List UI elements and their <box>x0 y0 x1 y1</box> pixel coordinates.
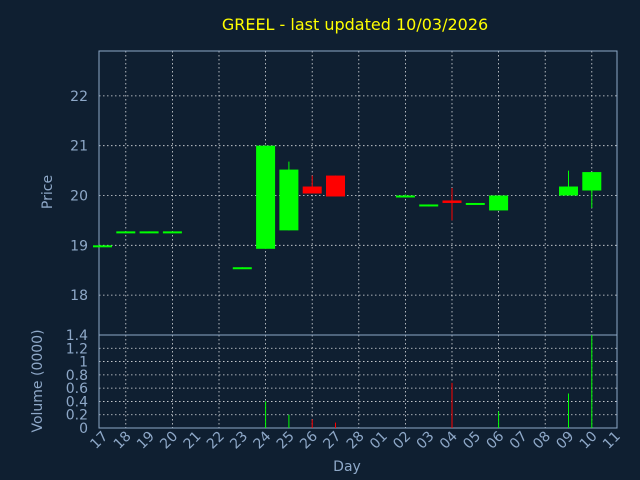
x-tick-label: 17 <box>87 429 111 453</box>
candle-body <box>139 231 159 234</box>
x-tick-label: 27 <box>320 429 344 453</box>
volume-tick-label: 0.4 <box>66 394 88 410</box>
price-tick-label: 22 <box>70 89 88 105</box>
x-tick-label: 07 <box>507 429 531 453</box>
candle-body <box>442 200 462 203</box>
price-frame <box>98 50 618 336</box>
x-tick-label: 26 <box>297 428 321 452</box>
price-tick-label: 18 <box>70 288 88 304</box>
volume-tick-label: 1 <box>79 355 88 371</box>
volume-tick-label: 1.2 <box>66 341 88 357</box>
x-tick-label: 18 <box>111 429 135 453</box>
x-tick-label: 10 <box>577 429 601 453</box>
x-tick-label: 05 <box>460 429 484 453</box>
chart-title: GREEL - last updated 10/03/2026 <box>222 15 488 34</box>
volume-frame <box>98 334 618 429</box>
volume-tick-label: 0 <box>79 421 88 437</box>
x-tick-label: 22 <box>204 429 228 453</box>
candle-body <box>256 145 276 249</box>
volume-tick-label: 0.8 <box>66 368 88 384</box>
volume-tick-label: 1.4 <box>66 328 88 344</box>
volume-axis-label: Volume (0000) <box>30 329 46 432</box>
price-tick-label: 19 <box>70 238 88 254</box>
candle-body <box>232 267 252 270</box>
x-tick-label: 28 <box>344 429 368 453</box>
x-tick-label: 20 <box>157 429 181 453</box>
price-tick-label: 20 <box>70 188 88 204</box>
candle-body <box>395 195 415 198</box>
candle-body <box>93 245 112 248</box>
x-tick-label: 04 <box>437 428 461 452</box>
candle-body <box>419 204 439 207</box>
x-tick-label: 03 <box>414 429 438 453</box>
x-tick-label: 06 <box>484 428 508 452</box>
x-tick-label: 19 <box>134 429 158 453</box>
volume-tick-label: 0.2 <box>66 408 88 424</box>
x-tick-label: 01 <box>367 429 391 453</box>
price-axis-label: Price <box>40 175 56 209</box>
volume-panel: 00.20.40.60.811.21.4 17 18 19 20 21 22 23 24 25 26… <box>66 328 624 452</box>
candle-body <box>465 202 485 205</box>
x-tick-label: 02 <box>390 429 414 453</box>
candle-body <box>582 172 602 191</box>
candle-body <box>162 231 182 234</box>
x-tick-label: 11 <box>600 429 624 453</box>
x-tick-label: 24 <box>251 428 275 452</box>
x-tick-label: 25 <box>274 429 298 453</box>
price-tick-label: 21 <box>70 139 88 155</box>
volume-tick-label: 0.6 <box>66 381 88 397</box>
x-tick-label: 09 <box>553 429 577 453</box>
x-tick-label: 23 <box>227 429 251 453</box>
candle-body <box>489 195 509 211</box>
candle-body <box>326 175 345 197</box>
x-tick-label: 08 <box>530 429 554 453</box>
price-panel: 18 19 20 21 22 <box>70 50 618 336</box>
candle-body <box>116 231 136 234</box>
x-tick-label: 21 <box>181 429 205 453</box>
candle-body <box>279 169 299 231</box>
x-axis-label: Day <box>333 459 361 475</box>
candle-body <box>302 186 322 194</box>
candle-body <box>559 186 578 196</box>
